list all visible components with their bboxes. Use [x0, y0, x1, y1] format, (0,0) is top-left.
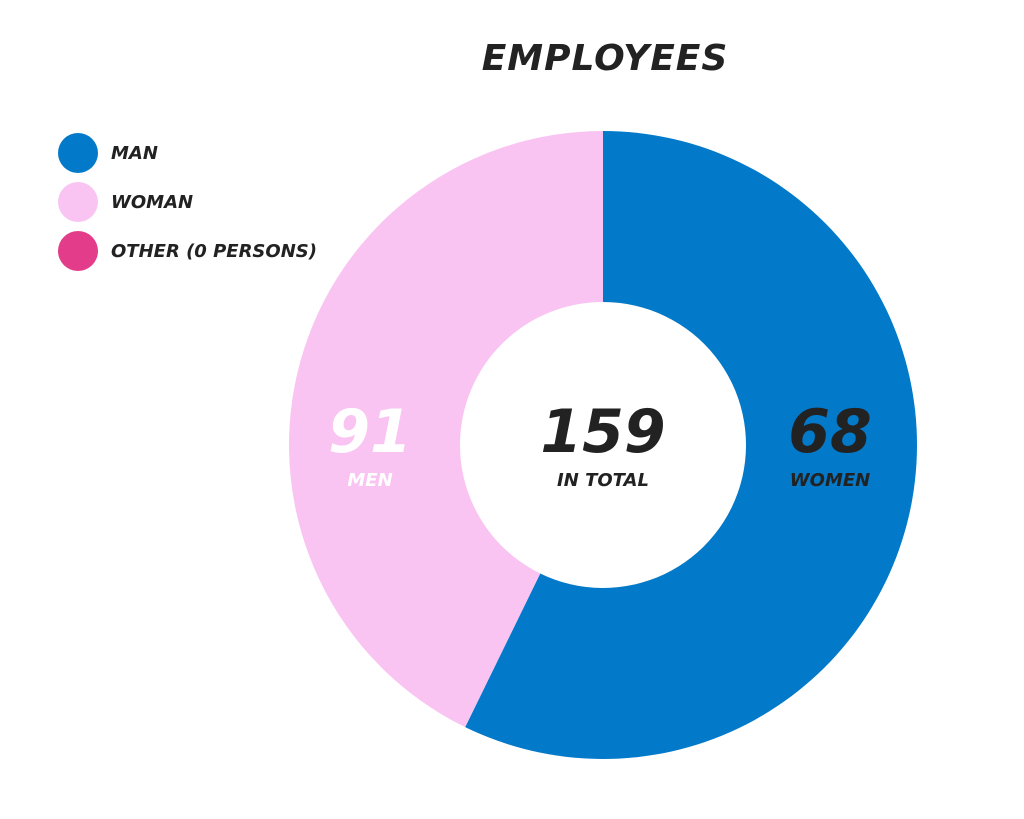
legend-swatch-woman — [58, 182, 98, 222]
slice-woman — [288, 131, 603, 728]
slice-caption-women: WOMEN — [790, 470, 870, 491]
legend-label-man: MAN — [111, 142, 158, 164]
chart-title: EMPLOYEES — [481, 38, 729, 79]
legend-swatch-other — [58, 231, 98, 271]
legend: MAN WOMAN OTHER (0 PERSONS) — [58, 133, 317, 280]
donut-slices — [288, 131, 917, 759]
legend-swatch-man — [58, 133, 98, 173]
slice-man — [465, 131, 917, 759]
legend-item-man: MAN — [58, 133, 317, 173]
slice-value-men: 91 — [328, 397, 412, 467]
center-total-caption: IN TOTAL — [557, 470, 649, 491]
slice-value-women: 68 — [788, 397, 872, 467]
legend-item-woman: WOMAN — [58, 182, 317, 222]
legend-item-other: OTHER (0 PERSONS) — [58, 231, 317, 271]
slice-caption-men: MEN — [347, 470, 392, 491]
legend-label-woman: WOMAN — [111, 191, 194, 213]
center-total-value: 159 — [540, 397, 665, 467]
legend-label-other: OTHER (0 PERSONS) — [111, 240, 317, 262]
donut-labels: 91 MEN 159 IN TOTAL 68 WOMEN — [328, 397, 872, 491]
